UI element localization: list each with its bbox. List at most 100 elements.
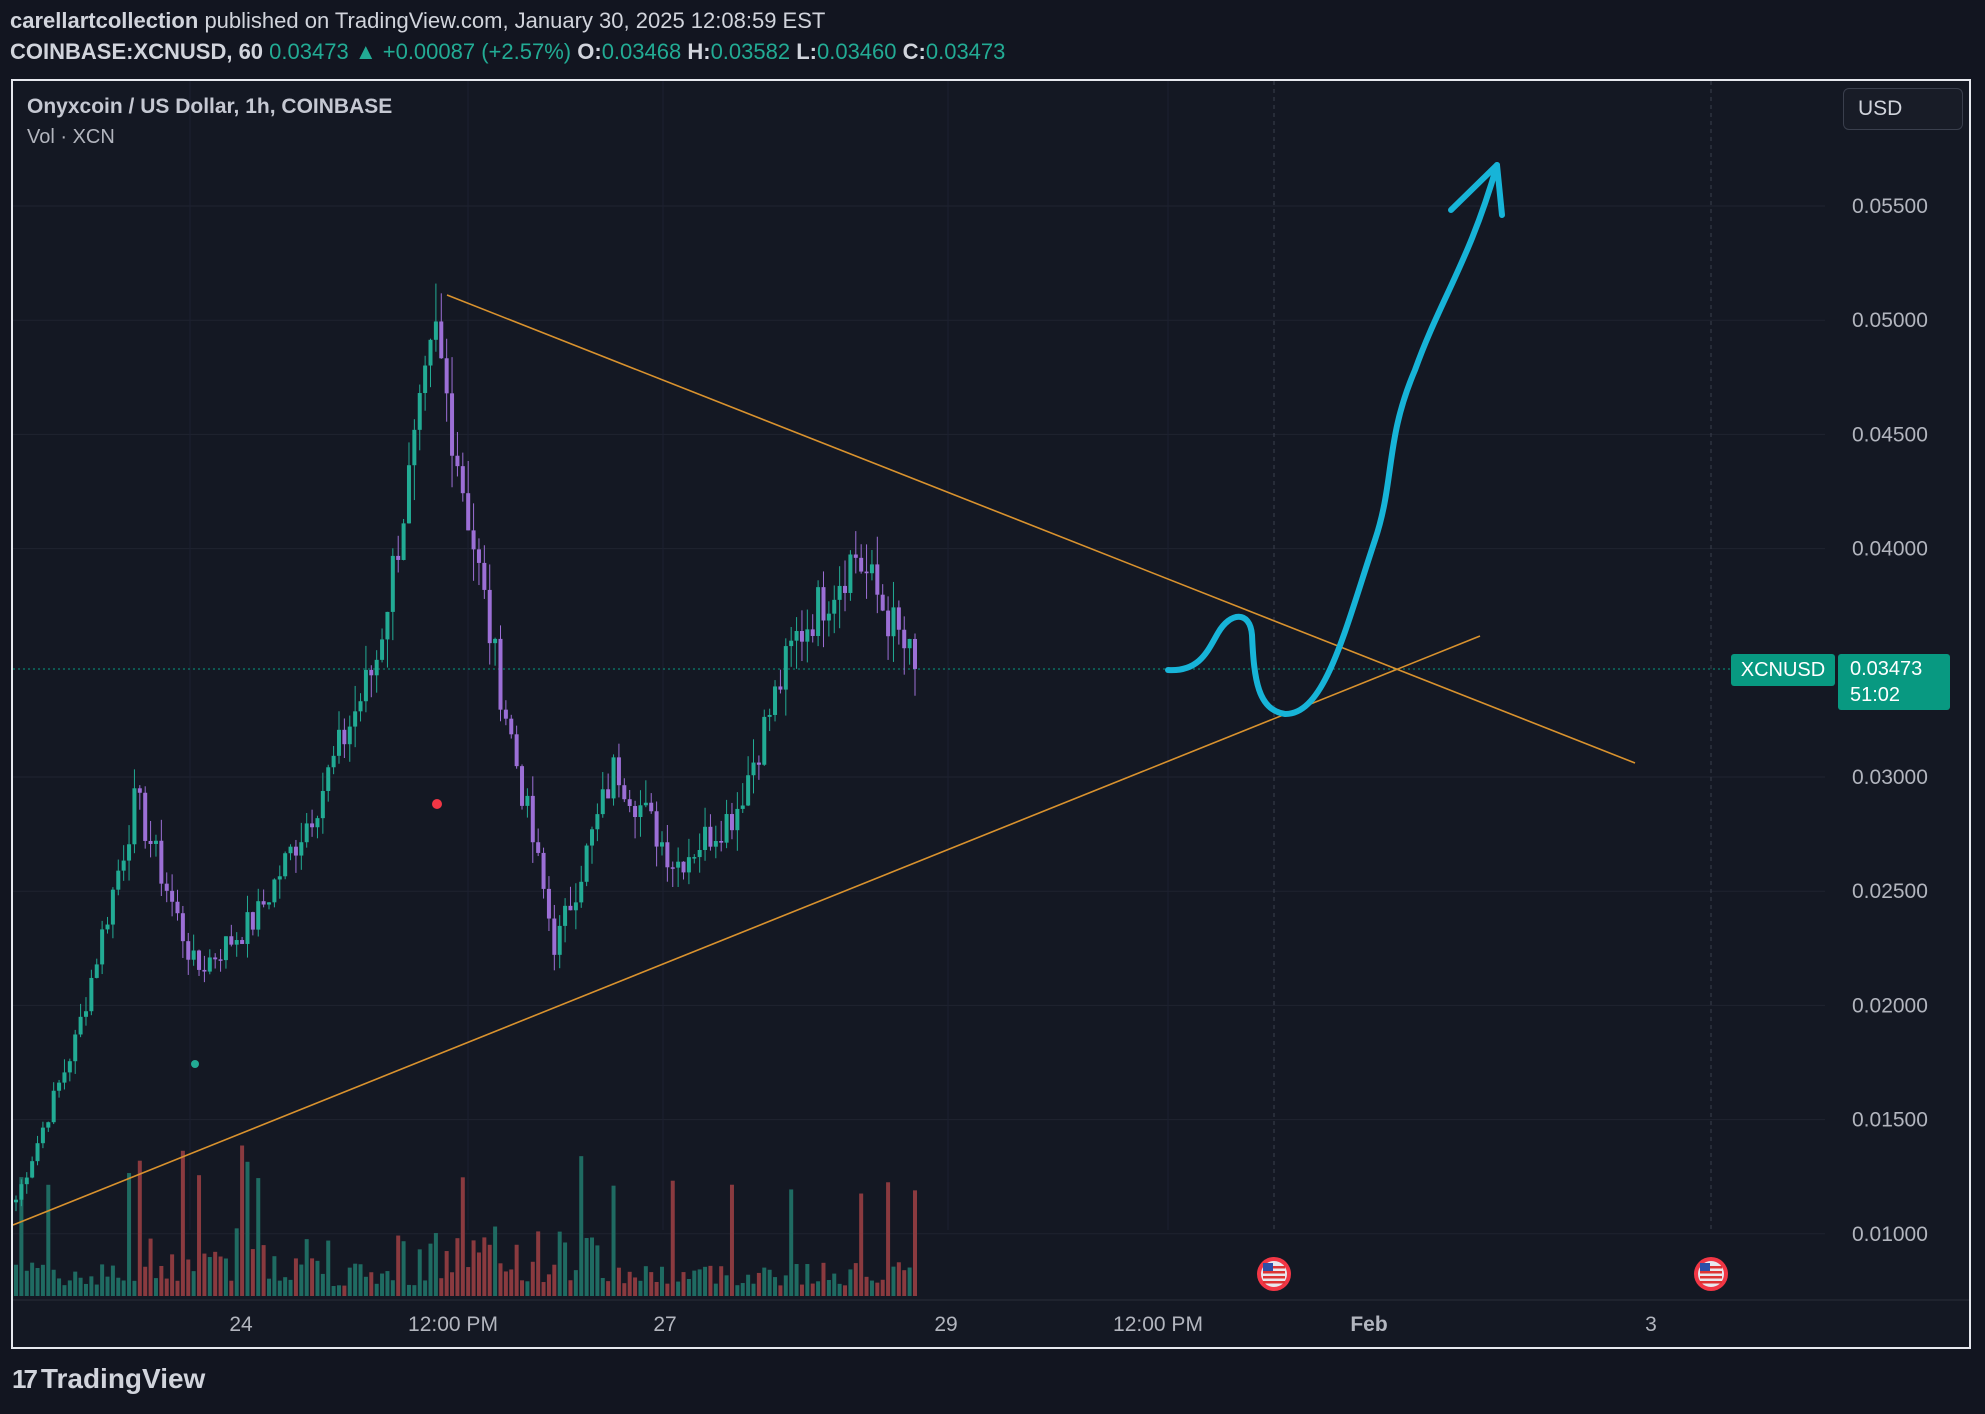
candle-body	[186, 941, 191, 960]
candle-body	[46, 1122, 51, 1128]
candle-body	[703, 826, 708, 850]
candle-body	[530, 795, 535, 843]
volume-bar	[170, 1254, 175, 1296]
candle-body	[859, 557, 864, 572]
volume-bar	[250, 1249, 255, 1296]
volume-bar	[843, 1285, 848, 1296]
author-name[interactable]: carellartcollection	[10, 8, 199, 33]
candle-body	[277, 876, 282, 880]
us-flag-icon[interactable]	[1257, 1257, 1291, 1291]
volume-bar	[816, 1281, 821, 1296]
time-axis[interactable]: 24 12:00 PM 27 29 12:00 PM Feb 3	[13, 1299, 1969, 1336]
volume-bar	[353, 1263, 358, 1296]
candle-body	[223, 936, 228, 961]
candle-body	[137, 788, 142, 793]
candle-body	[299, 842, 304, 856]
candle-body	[412, 429, 417, 466]
volume-bar	[444, 1251, 449, 1296]
volume-bar	[520, 1280, 525, 1296]
candle-body	[563, 905, 568, 926]
candle-body	[649, 802, 654, 812]
symbol-name: COINBASE:XCNUSD, 60	[10, 39, 264, 64]
volume-bar	[799, 1284, 804, 1296]
candle-body	[363, 669, 368, 702]
candle-body	[132, 788, 137, 845]
candle-body	[476, 549, 481, 563]
candle-body	[374, 659, 379, 676]
candle-body	[191, 950, 196, 960]
candle-body	[869, 564, 874, 574]
candle-body	[627, 799, 632, 806]
price-chart[interactable]: 0.05500 0.05000 0.04500 0.04000 0.03000 0.025…	[13, 81, 1969, 1347]
volume-bar	[659, 1266, 664, 1296]
volume-bar	[326, 1240, 331, 1296]
flag-stripe	[1700, 1276, 1722, 1279]
candle-body	[853, 554, 858, 558]
candle-body	[487, 589, 492, 644]
candle-body	[24, 1177, 29, 1185]
tradingview-logo[interactable]: 17 TradingView	[12, 1363, 205, 1395]
volume-bar	[751, 1283, 756, 1296]
volume-bar	[304, 1239, 309, 1296]
candle-body	[606, 789, 611, 799]
volume-bar	[450, 1272, 455, 1296]
candle-body	[573, 902, 578, 911]
volume-bar	[573, 1270, 578, 1296]
volume-bar	[498, 1263, 503, 1296]
candle-body	[482, 562, 487, 590]
volume-bar	[347, 1267, 352, 1296]
candle-body	[520, 766, 525, 806]
published-text: published on TradingView.com, January 30…	[204, 8, 826, 33]
candle-body	[439, 321, 444, 359]
trendlines[interactable]	[13, 294, 1636, 1226]
volume-bar	[902, 1270, 907, 1296]
price-axis[interactable]: 0.05500 0.05000 0.04500 0.04000 0.03000 0.025…	[1852, 195, 1928, 1246]
currency-button[interactable]: USD	[1843, 88, 1963, 130]
signal-dot	[432, 799, 442, 809]
volume-bar	[62, 1285, 67, 1296]
symbol-info: COINBASE:XCNUSD, 60 0.03473 ▲ +0.00087 (…	[10, 39, 1005, 65]
candle-body	[234, 940, 239, 945]
volume-bar	[913, 1190, 917, 1296]
candle-body	[810, 629, 815, 637]
volume-bar	[121, 1280, 126, 1296]
bar-countdown: 51:02	[1850, 684, 1901, 706]
volume-bar	[692, 1270, 697, 1296]
volume-legend[interactable]: Vol · XCN	[27, 126, 115, 148]
candle-body	[94, 964, 99, 978]
volume-bar	[724, 1275, 729, 1296]
candle-body	[256, 901, 261, 930]
price-tick-label: 0.04500	[1852, 423, 1928, 446]
candle-body	[724, 814, 729, 843]
candle-body	[369, 669, 374, 676]
annotation-arrow[interactable]	[1165, 162, 1505, 718]
event-markers[interactable]	[1257, 1257, 1728, 1291]
candle-body	[326, 767, 331, 792]
candle-body	[816, 587, 821, 637]
volume-bar	[100, 1264, 105, 1296]
candle-body	[19, 1184, 24, 1200]
candle-body	[170, 890, 175, 902]
volume-bar	[546, 1274, 551, 1296]
grid-lines	[13, 81, 1825, 1235]
chart-legend-title[interactable]: Onyxcoin / US Dollar, 1h, COINBASE	[27, 95, 393, 118]
volume-bar	[778, 1285, 783, 1296]
candle-body	[799, 630, 804, 642]
volume-bar	[466, 1267, 471, 1296]
candle-body	[358, 701, 363, 712]
candle-body	[207, 957, 212, 972]
low-label: L:	[796, 39, 817, 64]
volume-bar	[277, 1280, 282, 1296]
candle-body	[611, 757, 616, 799]
volume-bar	[218, 1256, 223, 1296]
candle-body	[638, 805, 643, 818]
volume-bar	[433, 1233, 438, 1296]
us-flag-icon[interactable]	[1694, 1257, 1728, 1291]
candle-body	[719, 841, 724, 843]
candle-body	[14, 1199, 18, 1203]
price-tick-label: 0.03000	[1852, 766, 1928, 789]
volume-bar	[654, 1281, 659, 1296]
flag-stripe	[1700, 1281, 1722, 1284]
volume-bar	[89, 1276, 94, 1296]
candle-body	[30, 1161, 35, 1178]
